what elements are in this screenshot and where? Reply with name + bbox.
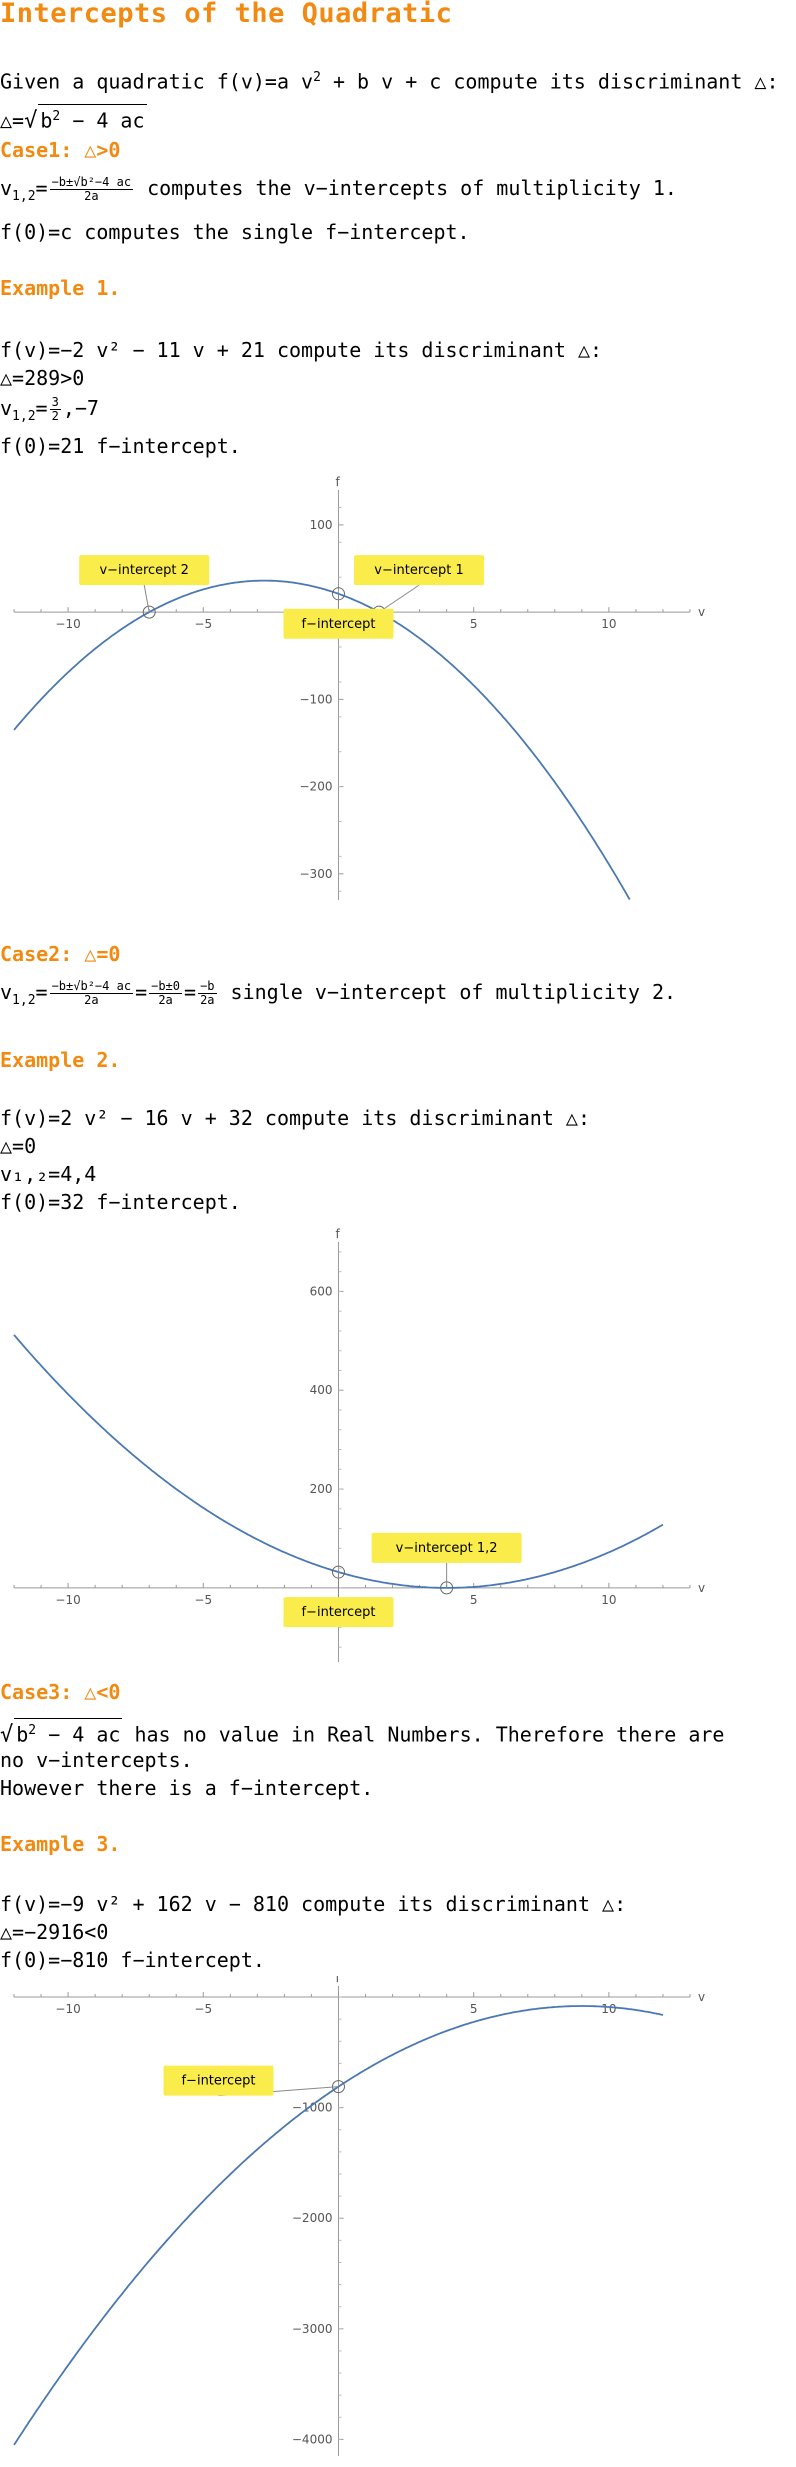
example2-line2: △=0 [0,1134,37,1158]
sqrt-icon: √ [0,1722,14,1748]
callout-label: v−intercept 1 [374,563,464,578]
example1-line1: f(v)=−2 v² − 11 v + 21 compute its discr… [0,338,603,362]
example2-heading: Example 2. [0,1048,121,1072]
chart-example2: v f −10 −5 5 10 200 400 600 v−intercept 1,2 f−inte… [13,1227,705,1662]
intro-rest: + b v + c compute its discriminant △: [320,69,779,94]
curve-line [13,579,631,900]
chart-example3: v f −10 −5 5 10 −1000 −2000 −3000 −4000 f−intercep… [13,1976,705,2456]
callout-label: v−intercept 2 [99,563,189,578]
example3-line3: f(0)=−810 f−intercept. [0,1948,265,1972]
example3-line2: △=−2916<0 [0,1920,109,1944]
x-tick-label: 10 [601,617,616,631]
y-tick-label: −300 [300,867,333,881]
chart-example1: v f −10 −5 5 10 100 −100 −200 −300 v−intercept 2 v−… [13,475,705,900]
intro-line: Given a quadratic f(v)=a v2 + b v + c co… [0,69,779,94]
callout-label: f−intercept [301,617,375,632]
x-axis-label: v [698,1990,705,2004]
case3-line3: However there is a f−intercept. [0,1776,374,1800]
sqrt-icon: √ [24,108,38,134]
y-tick-label: −200 [300,780,333,794]
example2-line1: f(v)=2 v² − 16 v + 32 compute its discri… [0,1106,591,1130]
example1-line2: △=289>0 [0,366,85,390]
x-tick-label: −5 [194,617,212,631]
x-tick-label: 5 [470,617,478,631]
case3-line2: no v−intercepts. [0,1748,193,1772]
example2-line4: f(0)=32 f−intercept. [0,1190,241,1214]
case2-formula: v1,2= −b±√b²−4 ac 2a = −b±0 2a = −b 2a single v−… [0,979,677,1009]
y-tick-label: −1000 [292,2101,333,2115]
y-tick-label: −4000 [292,2432,333,2446]
intro-given: Given a quadratic [0,69,205,94]
x-axis-label: v [698,1581,705,1595]
x-tick-label: −5 [194,2002,212,2016]
x-axis-label: v [698,605,705,619]
y-axis-label: f [335,1227,340,1241]
x-tick-label: −10 [55,2002,80,2016]
example3-heading: Example 3. [0,1832,121,1856]
example2-line3: v₁,₂=4,4 [0,1162,97,1186]
case1-fraction: −b±√b²−4 ac 2a [49,175,134,203]
x-tick-label: −5 [194,1593,212,1607]
case1-formula: v1,2= −b±√b²−4 ac 2a computes the v−interc… [0,175,677,205]
intro-fv: f(v) [216,69,265,94]
x-tick-label: −10 [55,617,80,631]
y-tick-label: −3000 [292,2322,333,2336]
x-tick-label: 10 [601,1593,616,1607]
y-axis-label: f [335,475,340,489]
example1-line3: v1,2= 3 2 ,−7 [0,395,99,425]
y-tick-label: −2000 [292,2211,333,2225]
discriminant-definition: △=√ b2 − 4 ac [0,104,147,134]
case3-line1: √ b2 − 4 ac has no value in Real Numbers.… [0,1718,724,1748]
callout-leader [143,585,150,613]
y-axis-label: f [335,1976,340,1985]
curve-line [13,2005,664,2446]
x-tick-label: 5 [470,1593,478,1607]
case2-heading: Case2: △=0 [0,942,121,966]
x-tick-label: 10 [601,2002,616,2016]
y-tick-label: 200 [310,1482,333,1496]
callout-box [79,555,210,586]
example3-line1: f(v)=−9 v² + 162 v − 810 compute its dis… [0,1892,627,1916]
y-tick-label: 600 [310,1284,333,1298]
x-tick-label: 5 [470,2002,478,2016]
y-tick-label: 400 [310,1383,333,1397]
intro-eq: =a v [264,69,314,94]
case3-heading: Case3: △<0 [0,1680,121,1704]
disc-lhs: △= [0,108,25,133]
disc-radicand: b2 − 4 ac [38,104,147,133]
callout-label: f−intercept [181,2074,255,2089]
page-title: Intercepts of the Quadratic [0,0,453,29]
callout-box [283,1597,394,1628]
x-tick-label: −10 [55,1593,80,1607]
y-tick-label: −100 [300,692,333,706]
callout-box [163,2065,274,2096]
callout-box [354,555,485,586]
example1-heading: Example 1. [0,276,121,300]
callout-box [283,608,394,639]
callout-label: v−intercept 1,2 [396,1541,498,1556]
case1-heading: Case1: △>0 [0,138,121,162]
y-tick-label: 100 [310,518,333,532]
intercept-marker [142,605,156,619]
case1-f0: f(0)=c computes the single f−intercept. [0,220,470,244]
callout-leader [378,584,420,613]
callout-label: f−intercept [301,1605,375,1620]
example1-line4: f(0)=21 f−intercept. [0,434,241,458]
callout-box [371,1532,522,1563]
